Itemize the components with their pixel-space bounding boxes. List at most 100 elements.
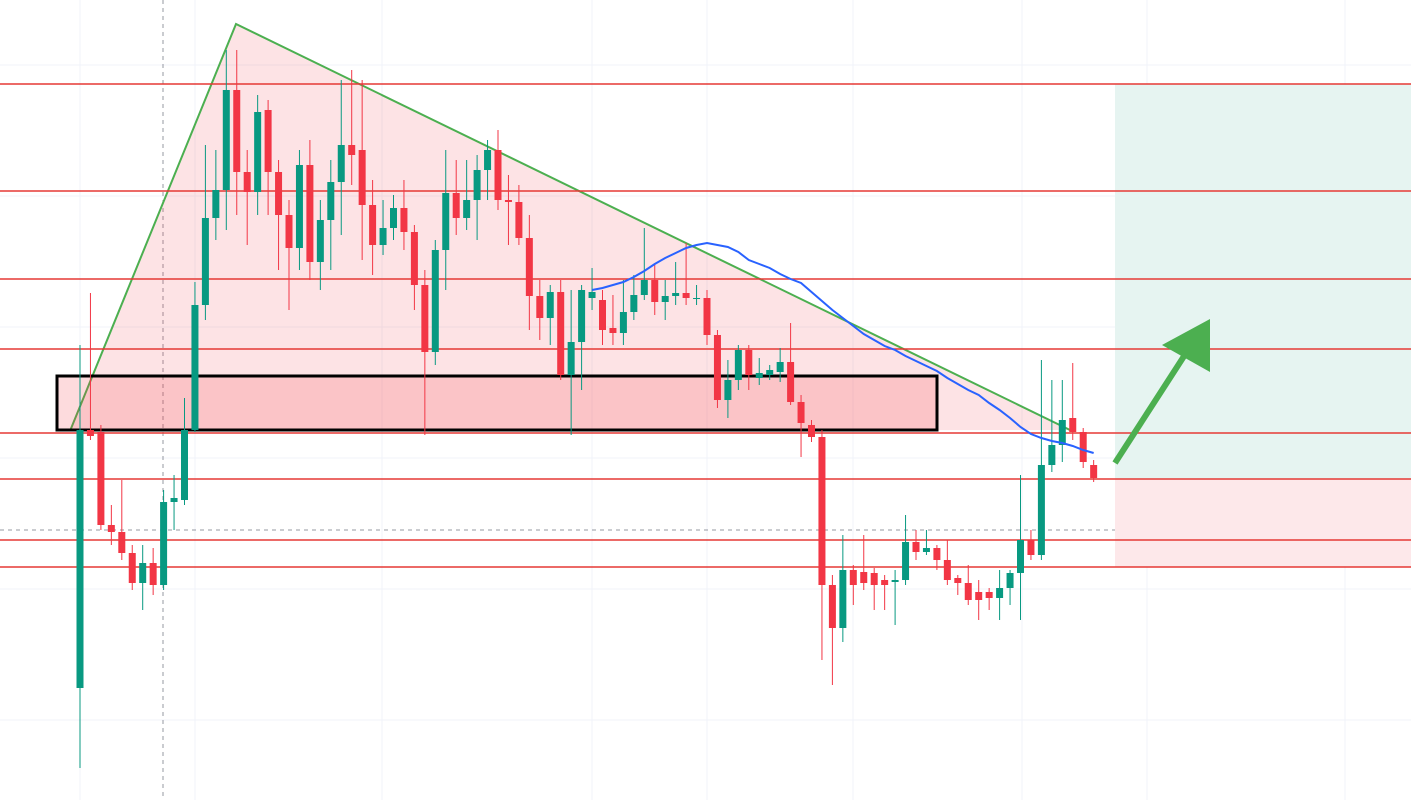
candle-body	[275, 172, 283, 215]
candle-body	[233, 90, 241, 172]
arrow-shaft	[1112, 348, 1191, 465]
candle-body	[912, 542, 920, 552]
candle-body	[494, 150, 502, 200]
candle-body	[599, 300, 606, 330]
moving-average	[591, 241, 1094, 454]
candle-body	[421, 285, 429, 352]
candle-body	[964, 583, 972, 600]
candle-body	[400, 208, 408, 232]
candle-body	[369, 205, 377, 245]
candle-body	[181, 430, 188, 500]
candle-body	[567, 342, 575, 375]
candle-body	[337, 145, 345, 182]
candle-body	[484, 150, 492, 170]
candle-body	[682, 293, 690, 298]
candle-body	[996, 588, 1004, 598]
candle-body	[431, 250, 439, 352]
candle-body	[191, 305, 199, 430]
candle-body	[1017, 540, 1024, 573]
stop-zone	[1115, 479, 1411, 567]
candle-body	[693, 298, 701, 299]
candle-body	[358, 150, 366, 205]
candle-body	[734, 350, 742, 380]
candle-body	[828, 585, 836, 628]
candle-body	[452, 193, 460, 218]
candle-body	[902, 542, 910, 580]
candle-body	[661, 296, 669, 302]
candle-body	[776, 362, 784, 372]
candle-body	[1037, 465, 1045, 555]
candle-body	[630, 295, 638, 312]
candle-body	[212, 190, 220, 218]
candle-body	[891, 580, 899, 582]
candle-body	[651, 280, 659, 302]
candle-body	[128, 553, 136, 583]
candle-body	[839, 570, 847, 628]
candle-body	[107, 525, 115, 532]
candle-body	[254, 112, 262, 192]
candle-body	[933, 548, 941, 560]
candle-body	[327, 182, 335, 220]
candle-body	[870, 573, 878, 585]
candle-body	[672, 293, 680, 296]
zone-rectangle	[55, 374, 939, 432]
candle-body	[348, 145, 356, 155]
candle-body	[473, 170, 481, 200]
candle-body	[713, 335, 721, 400]
candle-body	[818, 437, 826, 585]
candle-body	[410, 232, 418, 285]
candle-body	[379, 228, 387, 245]
candle-body	[724, 380, 732, 400]
candle-body	[1069, 418, 1077, 432]
candle-body	[849, 570, 857, 585]
candle-body	[881, 580, 889, 585]
candle-body	[808, 425, 815, 437]
ma-line	[591, 241, 1094, 454]
candle-body	[619, 312, 627, 333]
candle-body	[285, 215, 293, 248]
candle-body	[860, 572, 868, 583]
candle-body	[515, 202, 523, 238]
candle-body	[922, 548, 930, 552]
candle-body	[578, 290, 586, 342]
candle-body	[1048, 445, 1056, 465]
candle-body	[745, 350, 753, 375]
target-zone	[1115, 84, 1411, 479]
candle-body	[442, 193, 450, 250]
candle-body	[536, 296, 544, 318]
candle-body	[787, 362, 795, 402]
candle-body	[201, 218, 209, 305]
candle-body	[797, 402, 805, 423]
candle-body	[1027, 540, 1035, 555]
candle-body	[1058, 420, 1066, 445]
candle-body	[118, 532, 126, 553]
candle-body	[139, 563, 147, 583]
candle-body	[525, 238, 533, 296]
triangle-fill	[70, 24, 1070, 431]
candle-body	[463, 200, 471, 218]
candle-body	[243, 172, 251, 192]
candle-body	[1090, 465, 1098, 478]
candles	[76, 50, 1098, 768]
candle-body	[546, 292, 554, 318]
candle-body	[766, 370, 774, 375]
levels	[0, 83, 1411, 568]
candle-body	[504, 200, 512, 202]
candle-body	[609, 328, 617, 333]
candle-body	[86, 430, 94, 436]
candle-body	[985, 592, 993, 598]
candle-body	[588, 292, 596, 298]
candle-body	[1079, 432, 1087, 462]
candle-body	[264, 110, 272, 172]
candle-body	[703, 298, 711, 335]
candle-body	[222, 90, 230, 190]
candle-body	[943, 560, 951, 580]
candle-body	[1006, 573, 1014, 588]
candle-body	[160, 502, 168, 585]
candle-body	[316, 220, 324, 262]
candle-body	[390, 208, 397, 228]
candle-body	[755, 373, 763, 378]
candle-body	[170, 498, 178, 502]
